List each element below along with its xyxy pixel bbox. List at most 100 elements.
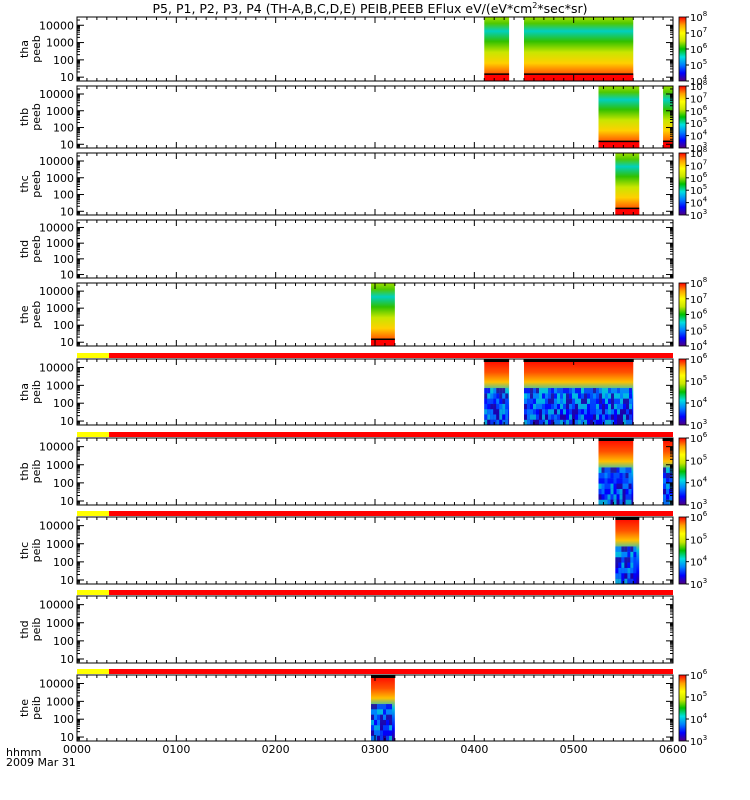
y-tick-label: 100	[53, 477, 74, 490]
panel-data	[484, 359, 634, 425]
spectrogram-block	[371, 283, 395, 346]
colorbar-label: 103	[690, 208, 707, 222]
status-bar-flag	[109, 432, 673, 437]
spectrogram-lowband	[524, 74, 634, 81]
status-bar-good	[77, 669, 109, 674]
panel-data	[484, 17, 634, 81]
spectrogram-fill	[484, 359, 510, 362]
y-tick-label: 10000	[39, 19, 74, 32]
panel-ylabel: thdpeeb	[18, 235, 43, 263]
colorbar: 103 104 105 106	[678, 510, 708, 591]
spectrogram-block	[484, 17, 510, 81]
x-tick-label: 0600	[659, 743, 687, 756]
panels-layer: 10100100010000thapeeb1041051061071081010…	[18, 10, 708, 756]
panel-ylabel: thdpeib	[18, 618, 43, 642]
panel-peib-e: 10 100 1000 10000 thepeib 103 104 105 106	[18, 668, 708, 748]
panel-data	[598, 86, 673, 148]
panel-frame	[76, 85, 674, 149]
spectrogram-texture	[615, 546, 637, 584]
y-tick-label: 10	[60, 653, 74, 666]
y-tick-label: 10000	[39, 285, 74, 298]
colorbar-scale	[678, 85, 687, 149]
y-tick-label: 1000	[46, 538, 74, 551]
x-tick-label: 0000	[63, 743, 91, 756]
y-tick-label: 10000	[39, 678, 74, 691]
colorbar-label: 104	[690, 555, 708, 569]
spectrogram-block	[615, 153, 640, 215]
colorbar-label: 103	[690, 418, 707, 432]
y-tick-label: 1000	[46, 617, 74, 630]
panel-ylabel: thcpeeb	[18, 170, 43, 198]
y-tick-label: 10	[60, 495, 74, 508]
y-tick-label: 1000	[46, 172, 74, 185]
status-bar-good	[77, 511, 109, 516]
colorbar-label: 104	[690, 339, 708, 353]
panel-ylabel: thepeeb	[18, 301, 43, 329]
colorbar-label: 106	[690, 668, 708, 682]
y-tick-label: 1000	[46, 105, 74, 118]
panel-frame	[76, 516, 674, 585]
colorbar-label: 108	[690, 276, 707, 290]
y-tick-label: 100	[53, 54, 74, 67]
colorbar-label: 104	[690, 396, 708, 410]
colorbar-label: 104	[690, 476, 708, 490]
panel-peib-a: 10 100 1000 10000 thapeib 103 104 105 106	[18, 352, 708, 432]
y-tick-label: 10000	[39, 221, 74, 234]
panel-frame	[76, 437, 674, 506]
colorbar-scale	[678, 358, 687, 426]
y-tick-label: 10	[60, 574, 74, 587]
panel-ylabel: thcpeib	[18, 539, 43, 563]
colorbar-scale	[678, 282, 687, 347]
panel-frame	[76, 152, 674, 216]
colorbar-label: 103	[690, 577, 707, 591]
spectrogram-fill	[524, 359, 634, 362]
status-bar-flag	[109, 669, 673, 674]
colorbar-scale	[678, 516, 687, 585]
y-tick-label: 10	[60, 731, 74, 744]
y-tick-label: 1000	[46, 37, 74, 50]
time-axis-label: hhmm	[6, 746, 42, 759]
spectrogram-block	[524, 17, 634, 81]
colorbar-label: 105	[690, 374, 707, 388]
y-tick-label: 100	[53, 635, 74, 648]
panel-ylabel: thbpeib	[18, 460, 43, 484]
panel-ylabel: thapeeb	[18, 35, 43, 63]
y-tick-label: 1000	[46, 237, 74, 250]
status-bar-good	[77, 353, 109, 358]
y-tick-label: 10	[60, 269, 74, 282]
colorbar-label: 107	[690, 26, 707, 40]
colorbar-label: 105	[690, 323, 707, 337]
panel-data	[371, 675, 395, 741]
y-tick-label: 1000	[46, 379, 74, 392]
spectrogram-block	[663, 86, 673, 148]
spectrogram-lowband	[371, 339, 395, 346]
spectrogram-fill	[663, 438, 673, 441]
status-bar-good	[77, 432, 109, 437]
x-tick-label: 0400	[460, 743, 488, 756]
panel-ylabel: thapeib	[18, 380, 43, 404]
panel-peib-d: 10 100 1000 10000 thdpeib	[18, 590, 674, 666]
colorbar-label: 106	[690, 352, 708, 366]
colorbar-label: 105	[690, 690, 707, 704]
colorbar-scale	[678, 674, 687, 742]
colorbar-scale	[678, 152, 687, 216]
spectrogram-lowband	[484, 74, 510, 81]
colorbar-label: 105	[690, 532, 707, 546]
spectrogram-texture	[484, 388, 509, 425]
panel-data	[598, 438, 673, 505]
figure-title-main: P5, P1, P2, P3, P4 (TH-A,B,C,D,E) PEIB,P…	[152, 1, 533, 17]
status-bar-flag	[109, 511, 673, 516]
y-tick-label: 10000	[39, 155, 74, 168]
x-tick-label: 0100	[162, 743, 190, 756]
colorbar: 103 104 105 106	[678, 668, 708, 748]
panel-frame	[76, 219, 674, 279]
figure-title-sup: 2	[532, 1, 538, 10]
